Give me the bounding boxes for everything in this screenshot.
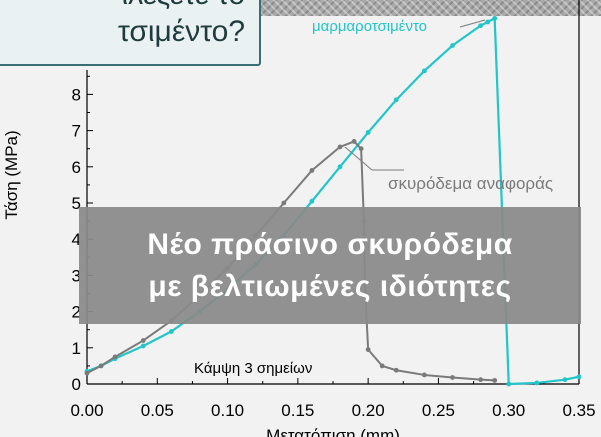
data-point-reference-concrete [337,144,343,150]
slide-title-line-2: τσιμέντο? [117,15,245,48]
data-point-reference-concrete [393,367,399,373]
y-axis-title: Τάση (MPa) [2,130,21,219]
data-point-reference-concrete [309,168,315,173]
slide-title-box: ιλέξετε το τσιμέντο? [0,0,261,66]
data-point-reference-concrete [351,139,357,144]
y-tick-label: 4 [72,230,81,249]
data-point-marble-cement [168,329,174,334]
marble-label-leader [459,19,486,28]
series-line-marble-cement [86,17,580,386]
series-line-reference-concrete [86,140,495,382]
data-point-marble-cement [421,68,427,74]
data-point-reference-concrete [450,375,455,380]
data-point-marble-cement [309,198,315,204]
data-point-marble-cement [492,15,498,21]
data-point-marble-cement [393,97,399,103]
chart-annotations: μαρμαροτσιμέντο σκυρόδεμα αναφοράς Κάμψη… [194,18,553,377]
data-point-reference-concrete [112,354,118,360]
marble-label: μαρμαροτσιμέντο [312,18,427,35]
x-axis-title: Μετατόπιση (mm) [266,426,400,437]
data-point-marble-cement [337,164,343,170]
y-tick-label: 0 [72,375,81,394]
data-point-reference-concrete [365,347,371,353]
data-point-reference-concrete [84,370,90,376]
banner-line-1: Νέο πράσινο σκυρόδεμα [147,227,513,261]
data-point-marble-cement [562,377,568,383]
x-tick-label: 0.15 [281,401,314,420]
data-point-marble-cement [576,374,582,380]
headline-banner: Νέο πράσινο σκυρόδεμα με βελτιωμένες ιδι… [79,207,581,324]
data-point-marble-cement [485,19,491,25]
data-point-marble-cement [140,343,146,349]
x-tick-label: 0.25 [422,401,455,420]
data-point-reference-concrete [281,200,287,206]
y-tick-label: 3 [72,266,81,285]
data-point-reference-concrete [478,377,483,383]
data-point-reference-concrete [140,338,146,343]
y-tick-label: 5 [72,194,81,213]
data-point-marble-cement [506,381,512,387]
data-point-reference-concrete [358,146,364,152]
x-tick-label: 0.35 [562,401,595,420]
data-point-reference-concrete [98,363,104,369]
data-point-marble-cement [365,130,371,135]
x-tick-label: 0.10 [211,401,244,420]
banner-line-2: με βελτιωμένες ιδιότητες [148,269,512,303]
x-tick-label: 0.30 [492,401,525,420]
chart-series [84,15,582,387]
y-tick-label: 2 [72,303,81,322]
y-tick-label: 1 [72,339,81,358]
data-point-marble-cement [450,43,455,48]
y-tick-label: 8 [72,85,81,104]
reference-label-leader-2 [344,146,373,171]
data-point-reference-concrete [379,363,385,369]
data-point-marble-cement [534,380,540,386]
y-tick-label: 6 [72,158,81,177]
y-tick-label: 7 [72,122,81,141]
x-tick-label: 0.20 [352,401,385,420]
test-type-label: Κάμψη 3 σημείων [194,360,312,377]
x-tick-label: 0.00 [70,401,103,420]
data-point-reference-concrete [492,377,498,383]
data-point-reference-concrete [421,372,427,378]
data-point-marble-cement [478,23,483,29]
x-tick-label: 0.05 [141,401,174,420]
reference-label: σκυρόδεμα αναφοράς [388,174,553,193]
slide-title-line-1: ιλέξετε το [121,0,245,10]
